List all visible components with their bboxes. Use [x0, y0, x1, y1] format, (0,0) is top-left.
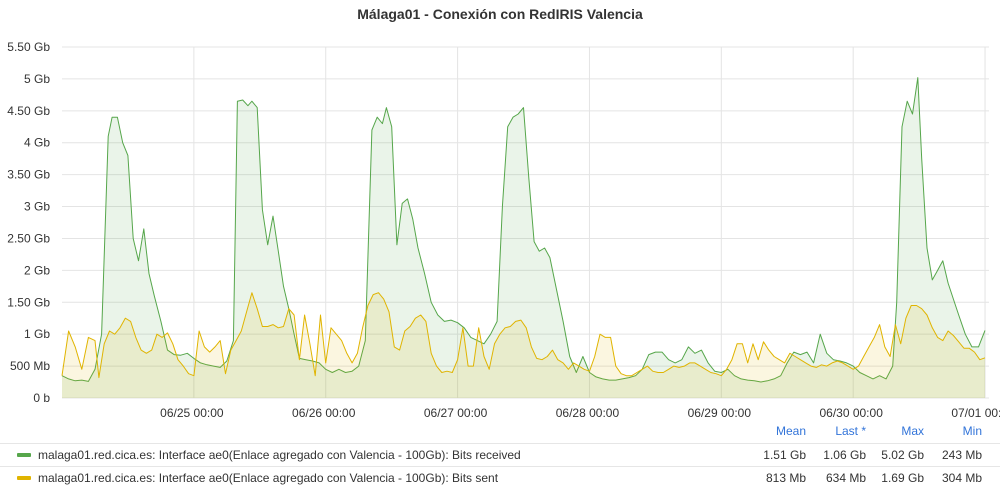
legend-header-min[interactable]: Min — [962, 424, 982, 438]
series-layer — [61, 77, 986, 398]
series-line-0[interactable] — [61, 77, 986, 383]
x-tick-label: 07/01 00:00 — [951, 406, 1000, 420]
y-tick-label: 1 Gb — [24, 327, 50, 341]
y-tick-label: 5.50 Gb — [7, 40, 50, 54]
x-tick-label: 06/30 00:00 — [819, 406, 883, 420]
y-tick-label: 2 Gb — [24, 263, 50, 277]
legend-swatch-received — [17, 453, 31, 457]
y-tick-label: 0 b — [33, 391, 50, 405]
y-tick-label: 2.50 Gb — [7, 231, 50, 245]
y-tick-label: 4.50 Gb — [7, 104, 50, 118]
chart-title: Málaga01 - Conexión con RedIRIS Valencia — [357, 6, 643, 22]
legend-swatch-sent — [17, 476, 31, 480]
y-tick-label: 4 Gb — [24, 136, 50, 150]
y-tick-label: 3.50 Gb — [7, 168, 50, 182]
series-line-1[interactable] — [61, 292, 986, 379]
legend-row-received[interactable]: malaga01.red.cica.es: Interface ae0(Enla… — [0, 443, 1000, 466]
series-area-1 — [62, 292, 985, 398]
y-tick-label: 3 Gb — [24, 200, 50, 214]
x-tick-label: 06/28 00:00 — [556, 406, 620, 420]
legend-row-sent[interactable]: malaga01.red.cica.es: Interface ae0(Enla… — [0, 466, 1000, 489]
y-tick-label: 1.50 Gb — [7, 295, 50, 309]
series-area-0 — [62, 77, 985, 398]
chart-plot: 0 b 500 Mb 1 Gb 1.50 Gb 2 Gb 2.50 Gb 3 Gb 3.50 … — [7, 40, 1000, 420]
x-tick-label: 06/26 00:00 — [292, 406, 356, 420]
legend-max-value: 5.02 Gb — [881, 448, 924, 462]
legend-header-mean[interactable]: Mean — [775, 424, 806, 438]
legend-header-max[interactable]: Max — [901, 424, 924, 438]
legend-last-value: 634 Mb — [825, 471, 866, 485]
legend-max-value: 1.69 Gb — [881, 471, 924, 485]
y-tick-label: 5 Gb — [24, 72, 50, 86]
y-tick-label: 500 Mb — [10, 359, 50, 373]
x-tick-label: 06/27 00:00 — [424, 406, 488, 420]
legend-last-value: 1.06 Gb — [823, 448, 866, 462]
grid-lines — [62, 46, 989, 399]
legend-series-name[interactable]: malaga01.red.cica.es: Interface ae0(Enla… — [38, 448, 521, 462]
legend-mean-value: 1.51 Gb — [763, 448, 806, 462]
legend-mean-value: 813 Mb — [765, 471, 806, 485]
legend-series-name[interactable]: malaga01.red.cica.es: Interface ae0(Enla… — [38, 471, 499, 485]
legend-min-value: 243 Mb — [941, 448, 982, 462]
x-tick-label: 06/29 00:00 — [688, 406, 752, 420]
y-axis-ticks: 0 b 500 Mb 1 Gb 1.50 Gb 2 Gb 2.50 Gb 3 Gb 3.50 … — [7, 40, 50, 405]
legend-header-last[interactable]: Last * — [835, 424, 866, 438]
x-axis-ticks: 06/25 00:00 06/26 00:00 06/27 00:00 06/28 0… — [160, 406, 1000, 420]
x-tick-label: 06/25 00:00 — [160, 406, 224, 420]
legend-min-value: 304 Mb — [941, 471, 982, 485]
